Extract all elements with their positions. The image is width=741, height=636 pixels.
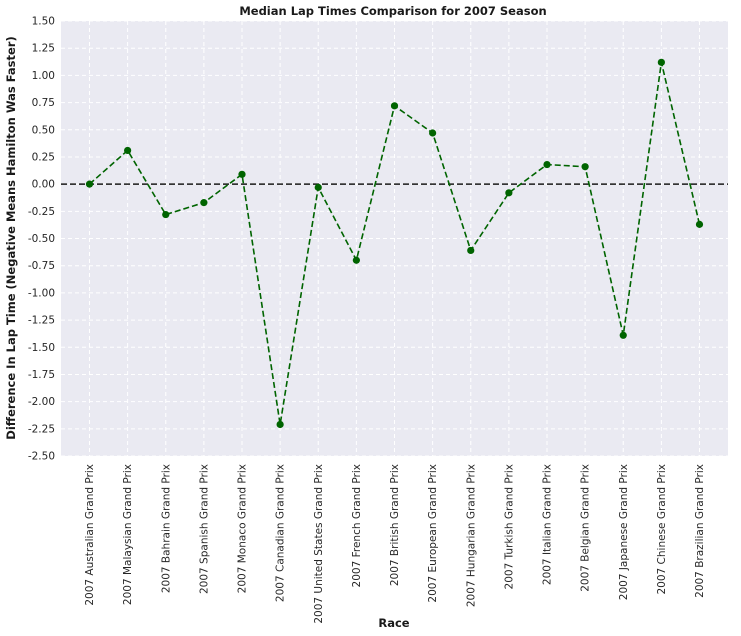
y-tick-label: -2.00 [28,396,55,408]
y-tick-label: -0.50 [28,233,55,245]
x-tick-label: 2007 European Grand Prix [427,464,439,603]
data-point [467,246,475,255]
x-tick-label: 2007 Belgian Grand Prix [580,464,592,592]
x-tick-label: 2007 Chinese Grand Prix [656,464,668,595]
data-points [85,58,704,429]
data-point [429,129,437,137]
y-tick-label: -2.50 [28,451,55,463]
x-tick-label: 2007 Spanish Grand Prix [198,464,210,594]
y-tick-label: -1.25 [28,315,55,327]
x-tick-label: 2007 Malaysian Grand Prix [122,464,134,605]
data-point [390,102,399,110]
y-tick-label: -1.50 [28,342,55,354]
data-point [276,420,284,429]
data-point [543,160,551,169]
x-tick-label: 2007 Turkish Grand Prix [503,464,515,589]
y-axis: -2.50 -2.25 -2.00 -1.75 -1.50 -1.25 -1.00 -0.75… [28,16,55,463]
data-point [314,183,322,191]
y-tick-label: 0.75 [32,97,55,109]
x-tick-label: 2007 British Grand Prix [389,464,401,586]
y-tick-label: 1.25 [32,43,55,55]
x-tick-label: 2007 Monaco Grand Prix [237,464,249,593]
data-point [581,163,589,171]
y-tick-label: -0.25 [28,206,55,218]
y-tick-label: -1.75 [28,369,55,381]
x-axis: 2007 Australian Grand Prix 2007 Malaysian… [84,464,706,624]
data-point [124,146,132,155]
data-point [85,180,94,188]
y-tick-label: 0.25 [32,151,55,163]
y-tick-label: -2.25 [28,423,55,435]
x-tick-label: 2007 Bahrain Grand Prix [160,464,172,593]
y-tick-label: -1.00 [28,287,55,299]
y-tick-label: 0.00 [32,179,55,191]
x-tick-label: 2007 Hungarian Grand Prix [465,464,477,607]
data-point [657,58,665,66]
y-axis-label: Difference In Lap Time (Negative Means H… [4,36,18,439]
data-point [200,199,208,207]
data-point [162,210,170,219]
data-point [352,256,360,264]
chart-title: Median Lap Times Comparison for 2007 Sea… [239,4,546,18]
x-axis-label: Race [378,616,409,630]
data-point [238,170,246,178]
x-tick-label: 2007 Canadian Grand Prix [275,464,287,602]
data-point [505,189,513,197]
y-tick-label: -0.75 [28,260,55,272]
y-tick-label: 1.50 [32,16,55,28]
x-tick-label: 2007 Brazilian Grand Prix [694,464,706,598]
data-point [619,331,627,339]
grid [61,20,728,457]
y-tick-label: 0.50 [32,124,55,136]
x-tick-label: 2007 United States Grand Prix [313,464,325,624]
data-point [695,220,704,228]
y-tick-label: 1.00 [32,70,55,82]
x-tick-label: 2007 Japanese Grand Prix [618,464,630,600]
x-tick-label: 2007 French Grand Prix [351,464,363,587]
x-tick-label: 2007 Australian Grand Prix [84,464,96,606]
x-tick-label: 2007 Italian Grand Prix [542,464,554,585]
